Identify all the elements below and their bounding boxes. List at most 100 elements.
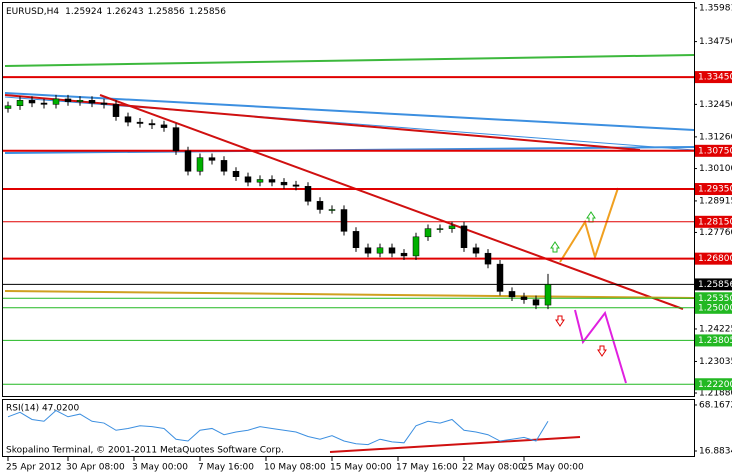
candle-body: [112, 104, 120, 117]
level-box: [695, 378, 732, 391]
candle-body: [340, 209, 348, 232]
x-tick-label: 10 May 08:00: [264, 463, 326, 473]
candle-body: [520, 296, 528, 300]
level-box: [695, 292, 732, 305]
y-tick-label: 1.30100: [699, 164, 732, 174]
plot: [3, 76, 694, 446]
frame: [2, 2, 695, 457]
candle-body: [136, 121, 144, 124]
candle-body: [376, 247, 384, 254]
candle-body: [388, 247, 396, 254]
candle-body: [40, 102, 48, 105]
level-label: 1.28150: [698, 217, 732, 227]
candle-body: [448, 225, 456, 229]
candle-body: [208, 157, 216, 161]
candle-body: [496, 263, 504, 292]
x-tick-label: 17 May 16:00: [396, 463, 458, 473]
level-label: 1.25000: [698, 303, 732, 313]
level-box: [695, 278, 732, 291]
level-box: [695, 183, 732, 196]
y-tick-label: 1.21880: [699, 388, 732, 398]
y-tick-label: 1.31260: [699, 132, 732, 142]
x-tick-label: 7 May 16:00: [198, 463, 254, 473]
x-tick-label: 3 May 00:00: [132, 463, 188, 473]
y-tick-label: 1.23035: [699, 357, 732, 367]
rsi-title: RSI(14) 47.0200: [6, 404, 79, 414]
candle-body: [508, 291, 516, 298]
candle-body: [220, 160, 228, 172]
candle-body: [304, 186, 312, 202]
candle-body: [244, 176, 252, 183]
y-tick-label: 1.28915: [699, 196, 732, 206]
candle-body: [424, 228, 432, 238]
candle-body: [196, 157, 204, 172]
candle-body: [352, 231, 360, 248]
level-label: 1.25856: [698, 280, 732, 290]
x-tick-label: 15 May 00:00: [330, 463, 392, 473]
level-box: [695, 71, 732, 84]
candle-body: [160, 124, 168, 128]
y-tick-label: 1.34750: [699, 37, 732, 47]
y-tick-label: 1.24225: [699, 324, 732, 334]
candle-body: [280, 181, 288, 186]
level-label: 1.23805: [698, 336, 732, 346]
level-box: [695, 215, 732, 228]
close-value: 1.25856: [189, 7, 226, 17]
level-label: 1.22200: [698, 380, 732, 390]
candle-body: [472, 247, 480, 254]
level-label: 1.33450: [698, 73, 732, 83]
candle-body: [484, 252, 492, 265]
candle-body: [28, 100, 36, 104]
candle-body: [148, 123, 156, 126]
candle-body: [256, 179, 264, 183]
y-tick-label: 1.27760: [699, 228, 732, 238]
candle-body: [436, 228, 444, 230]
level-box: [695, 252, 732, 265]
candle-body: [328, 209, 336, 211]
level-box: [695, 144, 732, 157]
level-label: 1.29350: [698, 185, 732, 195]
chart-header: EURUSD,H4 1.25924 1.26243 1.25856 1.25856: [6, 7, 226, 17]
level-label: 1.26800: [698, 254, 732, 264]
candle-body: [232, 171, 240, 177]
candle-body: [268, 179, 276, 183]
drawn-objects: [4, 54, 695, 453]
candle-body: [460, 225, 468, 248]
x-tick-label: 25 Apr 2012: [6, 463, 62, 473]
candle-body: [124, 116, 132, 123]
x-tick-label: 22 May 08:00: [462, 463, 524, 473]
candle-body: [412, 236, 420, 257]
candle-body: [52, 98, 60, 105]
rsi-tick-label: 16.8834: [699, 446, 732, 456]
candle-body: [64, 98, 72, 102]
candle-body: [172, 127, 180, 152]
candle-body: [100, 102, 108, 105]
candle-body: [316, 201, 324, 210]
candle-body: [532, 299, 540, 306]
level-box: [695, 334, 732, 347]
symbol: EURUSD,H4: [6, 7, 59, 17]
candle-body: [364, 247, 372, 254]
level-label: 1.30750: [698, 146, 732, 156]
low-value: 1.25856: [148, 7, 185, 17]
candle-body: [76, 100, 84, 102]
candle-body: [544, 284, 552, 306]
level-label: 1.25350: [698, 294, 732, 304]
watermark: Skopalino Terminal, © 2001-2011 MetaQuot…: [6, 446, 284, 456]
candle-body: [88, 100, 96, 104]
candle-body: [4, 105, 12, 109]
x-tick-label: 25 May 00:00: [522, 463, 584, 473]
candle-body: [292, 184, 300, 187]
x-tick-label: 30 Apr 08:00: [66, 463, 125, 473]
candle-body: [16, 100, 24, 107]
candle-body: [184, 150, 192, 172]
y-tick-label: 1.32450: [699, 100, 732, 110]
candle-body: [400, 252, 408, 257]
level-box: [695, 301, 732, 314]
open-value: 1.25924: [65, 7, 102, 17]
rsi-line: [7, 409, 549, 446]
high-value: 1.26243: [106, 7, 143, 17]
